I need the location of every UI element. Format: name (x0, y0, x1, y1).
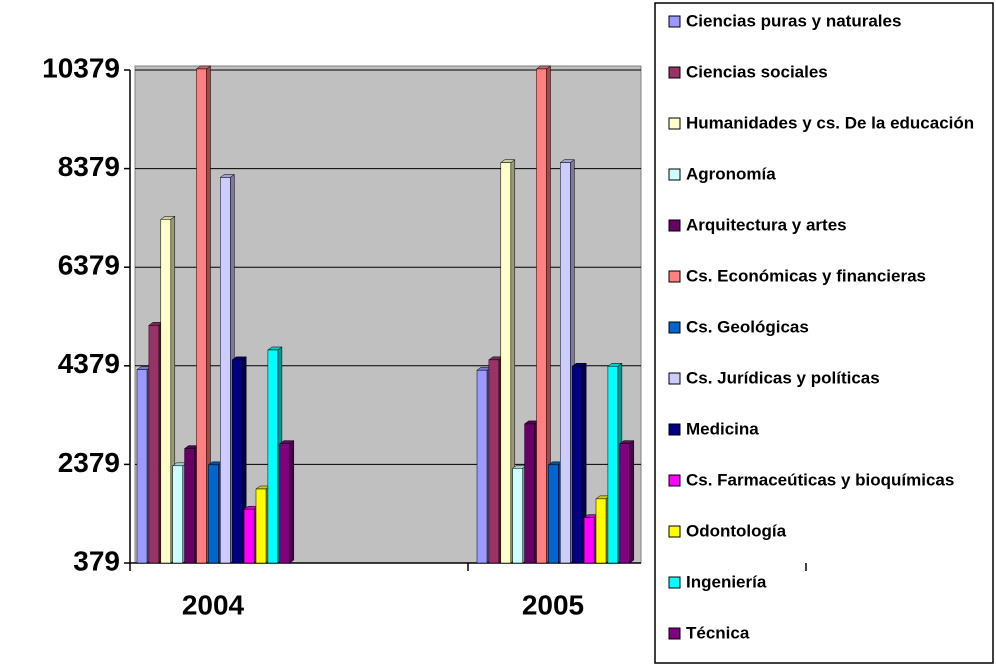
legend-label: Odontología (686, 521, 787, 540)
legend-label: Cs. Farmaceúticas y bioquímicas (686, 470, 954, 489)
x-tick-label: 2004 (182, 589, 245, 620)
bar (595, 498, 607, 564)
bar (148, 325, 160, 564)
bar (279, 443, 291, 564)
bar (583, 517, 595, 564)
legend-label: Agronomía (686, 164, 776, 183)
bar (172, 465, 183, 564)
bar (524, 423, 535, 564)
bar (619, 443, 631, 564)
legend-swatch (668, 423, 681, 436)
bar (220, 177, 231, 564)
y-tick-label: 8379 (58, 151, 120, 182)
bar (536, 68, 547, 564)
y-tick-label: 2379 (58, 447, 120, 478)
legend-swatch (668, 15, 681, 28)
legend-label: Cs. Económicas y financieras (686, 266, 926, 285)
legend-swatch (668, 219, 681, 232)
legend-label: Técnica (686, 623, 750, 642)
legend-label: Humanidades y cs. De la educación (686, 113, 974, 132)
bar-side (629, 440, 635, 564)
legend-label: Medicina (686, 419, 759, 438)
x-tick-label: 2005 (522, 589, 584, 620)
y-tick-label: 4379 (58, 348, 120, 379)
bar (560, 162, 571, 564)
bar (512, 468, 523, 564)
legend-swatch (668, 321, 681, 334)
legend-swatch (668, 270, 681, 283)
bar (488, 359, 500, 564)
legend-swatch (668, 66, 681, 79)
legend-label: Ciencias sociales (686, 62, 828, 81)
legend-label: Cs. Jurídicas y políticas (686, 368, 880, 387)
bar (196, 68, 207, 564)
y-tick-label: 10379 (42, 52, 120, 83)
bar (476, 369, 488, 564)
legend-box (654, 2, 994, 664)
legend-swatch (668, 627, 681, 640)
bar (136, 369, 148, 564)
legend-label: Cs. Geológicas (686, 317, 809, 336)
legend-swatch (668, 117, 681, 130)
legend-swatch (668, 576, 681, 589)
y-tick-label: 379 (73, 545, 120, 576)
legend-label: Ciencias puras y naturales (686, 11, 901, 30)
bar (548, 464, 559, 564)
legend-swatch (668, 372, 681, 385)
legend-swatch (668, 168, 681, 181)
bar (231, 359, 243, 564)
bar (160, 219, 172, 564)
bar (267, 349, 279, 564)
bar (208, 464, 219, 564)
legend-label: Arquitectura y artes (686, 215, 847, 234)
bar (571, 365, 583, 564)
bar-side (289, 440, 295, 564)
bar (607, 365, 619, 564)
bar (243, 508, 255, 564)
legend-swatch (668, 474, 681, 487)
legend-swatch (668, 525, 681, 538)
y-tick-label: 6379 (58, 250, 120, 281)
legend-label: Ingeniería (686, 572, 767, 591)
bar (184, 448, 195, 564)
bar (255, 488, 267, 564)
bar (500, 162, 512, 564)
